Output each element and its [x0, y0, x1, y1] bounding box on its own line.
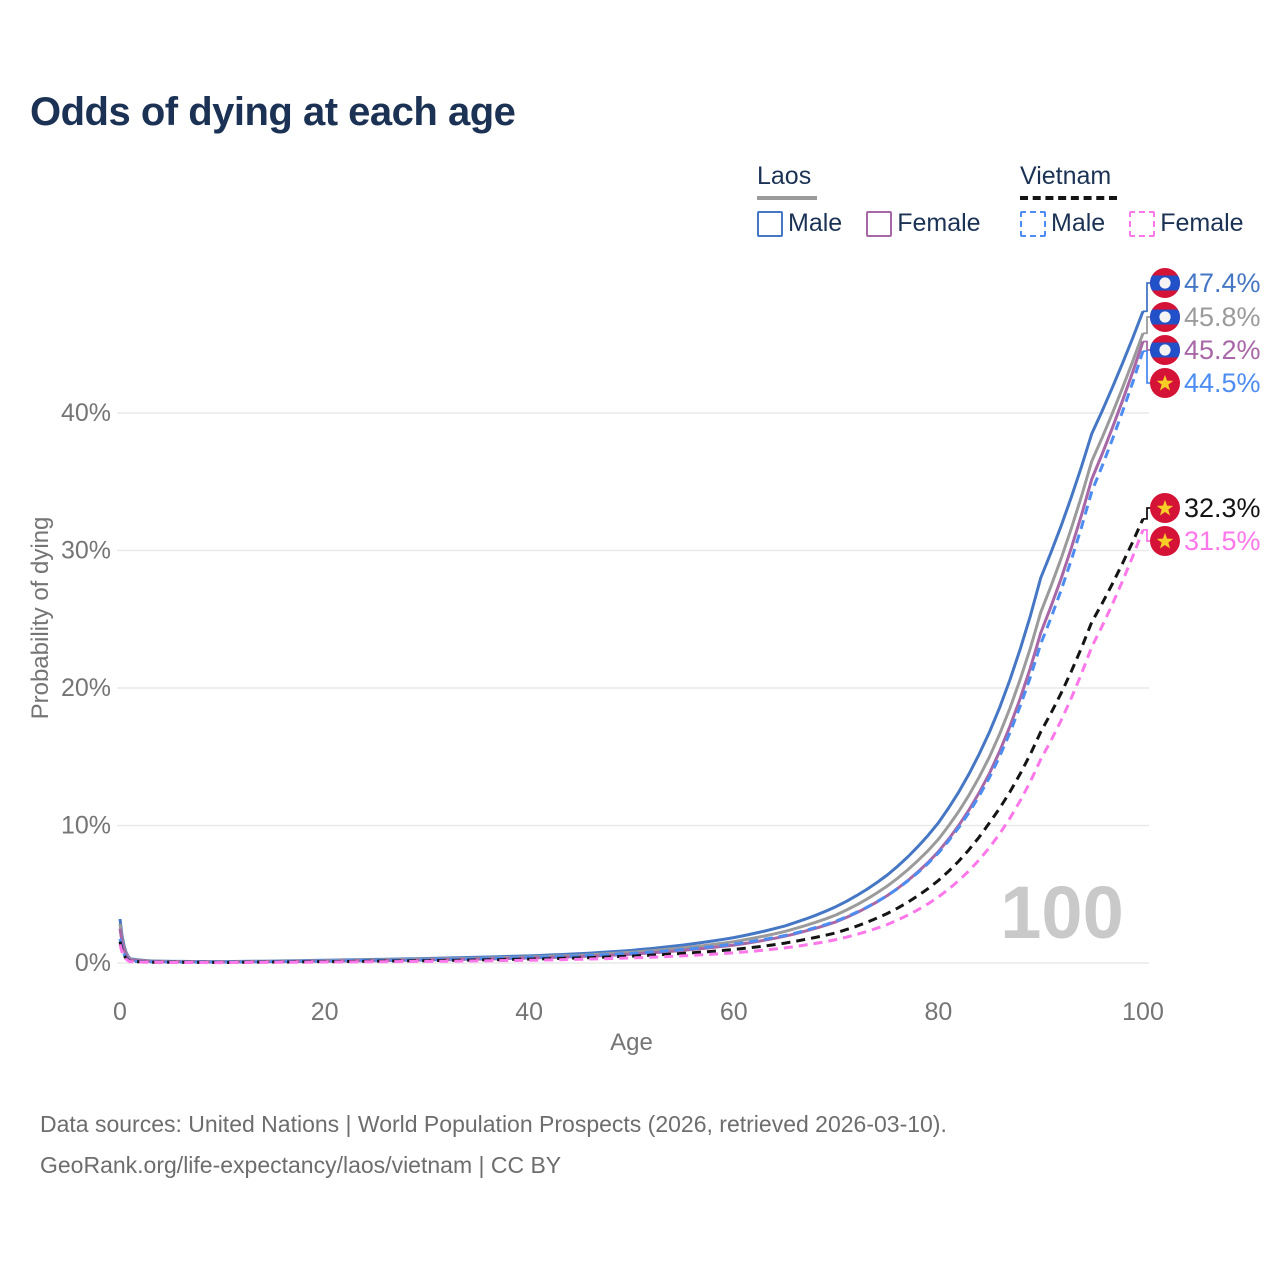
x-tick-label: 40	[515, 998, 543, 1026]
legend-row-vietnam: Male Female	[1020, 209, 1244, 238]
laos-flag-icon	[1150, 268, 1180, 298]
y-tick-label: 0%	[75, 949, 111, 977]
legend-label: Female	[1160, 209, 1244, 237]
series-line-vietnam-male	[118, 350, 1145, 964]
y-tick-label: 10%	[61, 812, 111, 840]
vietnam-flag-icon	[1150, 493, 1180, 523]
laos-male-swatch-icon	[757, 210, 783, 237]
x-tick-label: 100	[1122, 998, 1164, 1026]
legend-country-vietnam[interactable]: Vietnam	[1020, 162, 1118, 200]
footer: Data sources: United Nations | World Pop…	[40, 1104, 947, 1186]
chart-svg: 0% 10% 20% 30% 40% 0 20 40 60 80 100 Age Probability…	[27, 268, 1261, 1056]
y-axis-title: Probability of dying	[27, 517, 54, 720]
plot-hover-area[interactable]	[120, 270, 1143, 963]
y-tick-label: 30%	[61, 537, 111, 565]
end-label-connector-laos-female	[1143, 340, 1151, 351]
end-label-laos-male: 47.4%	[1184, 268, 1261, 298]
laos-female-swatch-icon	[866, 210, 893, 237]
vietnam-flag-icon	[1150, 368, 1180, 398]
x-tick-label: 0	[113, 998, 127, 1026]
x-tick-label: 60	[720, 998, 748, 1026]
end-label-vietnam-male: 44.5%	[1184, 368, 1261, 398]
legend-item-vietnam-male[interactable]: Male	[1020, 209, 1105, 238]
legend-country-laos[interactable]: Laos	[757, 162, 818, 200]
y-tick-label: 20%	[61, 674, 111, 702]
end-label-laos-both: 45.8%	[1184, 302, 1261, 332]
legend-label: Male	[788, 209, 843, 237]
legend-row-laos: Male Female	[757, 209, 981, 238]
end-label-connector-laos-male	[1143, 282, 1151, 313]
end-label-connector-laos-both	[1143, 316, 1151, 335]
end-label-connector-vietnam-both	[1143, 507, 1151, 520]
vietnam-male-swatch-icon	[1020, 210, 1046, 237]
legend-item-vietnam-female[interactable]: Female	[1129, 209, 1244, 238]
legend-item-laos-female[interactable]: Female	[866, 209, 981, 238]
legend-group-laos: Laos Male Female	[757, 162, 981, 238]
x-axis-title: Age	[610, 1029, 653, 1056]
series-line-vietnam-female	[118, 529, 1145, 965]
legend-label: Female	[897, 209, 981, 237]
legend-label: Male	[1051, 209, 1106, 237]
laos-flag-icon	[1150, 335, 1180, 365]
end-label-connector-vietnam-female	[1143, 528, 1151, 542]
footer-attribution: GeoRank.org/life-expectancy/laos/vietnam…	[40, 1152, 562, 1178]
laos-flag-icon	[1150, 302, 1180, 332]
end-label-vietnam-both: 32.3%	[1184, 493, 1261, 523]
page-title: Odds of dying at each age	[30, 90, 516, 134]
end-label-connector-vietnam-male	[1143, 350, 1151, 384]
hover-age-watermark: 100	[1000, 871, 1123, 954]
x-tick-label: 20	[311, 998, 339, 1026]
footer-data-sources: Data sources: United Nations | World Pop…	[40, 1111, 947, 1137]
vietnam-female-swatch-icon	[1129, 210, 1156, 237]
y-tick-label: 40%	[61, 399, 111, 427]
end-label-vietnam-female: 31.5%	[1184, 526, 1261, 556]
vietnam-flag-icon	[1150, 526, 1180, 556]
legend-group-vietnam: Vietnam Male Female	[1020, 162, 1244, 238]
x-tick-label: 80	[924, 998, 952, 1026]
end-label-laos-female: 45.2%	[1184, 335, 1261, 365]
legend-item-laos-male[interactable]: Male	[757, 209, 842, 238]
